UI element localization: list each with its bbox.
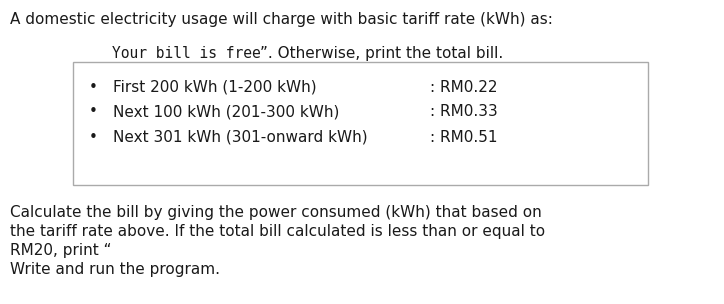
Text: Next 301 kWh (301-onward kWh): Next 301 kWh (301-onward kWh) [113, 130, 368, 144]
Text: : RM0.51: : RM0.51 [430, 130, 497, 144]
Text: First 200 kWh (1-200 kWh): First 200 kWh (1-200 kWh) [113, 80, 316, 95]
Text: •: • [88, 130, 98, 144]
Text: •: • [88, 80, 98, 95]
Text: : RM0.33: : RM0.33 [430, 105, 498, 119]
Text: Calculate the bill by giving the power consumed (kWh) that based on: Calculate the bill by giving the power c… [10, 205, 542, 220]
Text: Write and run the program.: Write and run the program. [10, 262, 220, 277]
Text: Your bill is free: Your bill is free [111, 46, 260, 61]
Text: RM20, print “: RM20, print “ [10, 243, 111, 258]
Text: •: • [88, 105, 98, 119]
Text: ”. Otherwise, print the total bill.: ”. Otherwise, print the total bill. [260, 46, 503, 61]
Text: Next 100 kWh (201-300 kWh): Next 100 kWh (201-300 kWh) [113, 105, 340, 119]
Text: the tariff rate above. If the total bill calculated is less than or equal to: the tariff rate above. If the total bill… [10, 224, 545, 239]
Text: : RM0.22: : RM0.22 [430, 80, 497, 95]
Text: A domestic electricity usage will charge with basic tariff rate (kWh) as:: A domestic electricity usage will charge… [10, 12, 553, 27]
FancyBboxPatch shape [73, 62, 648, 185]
